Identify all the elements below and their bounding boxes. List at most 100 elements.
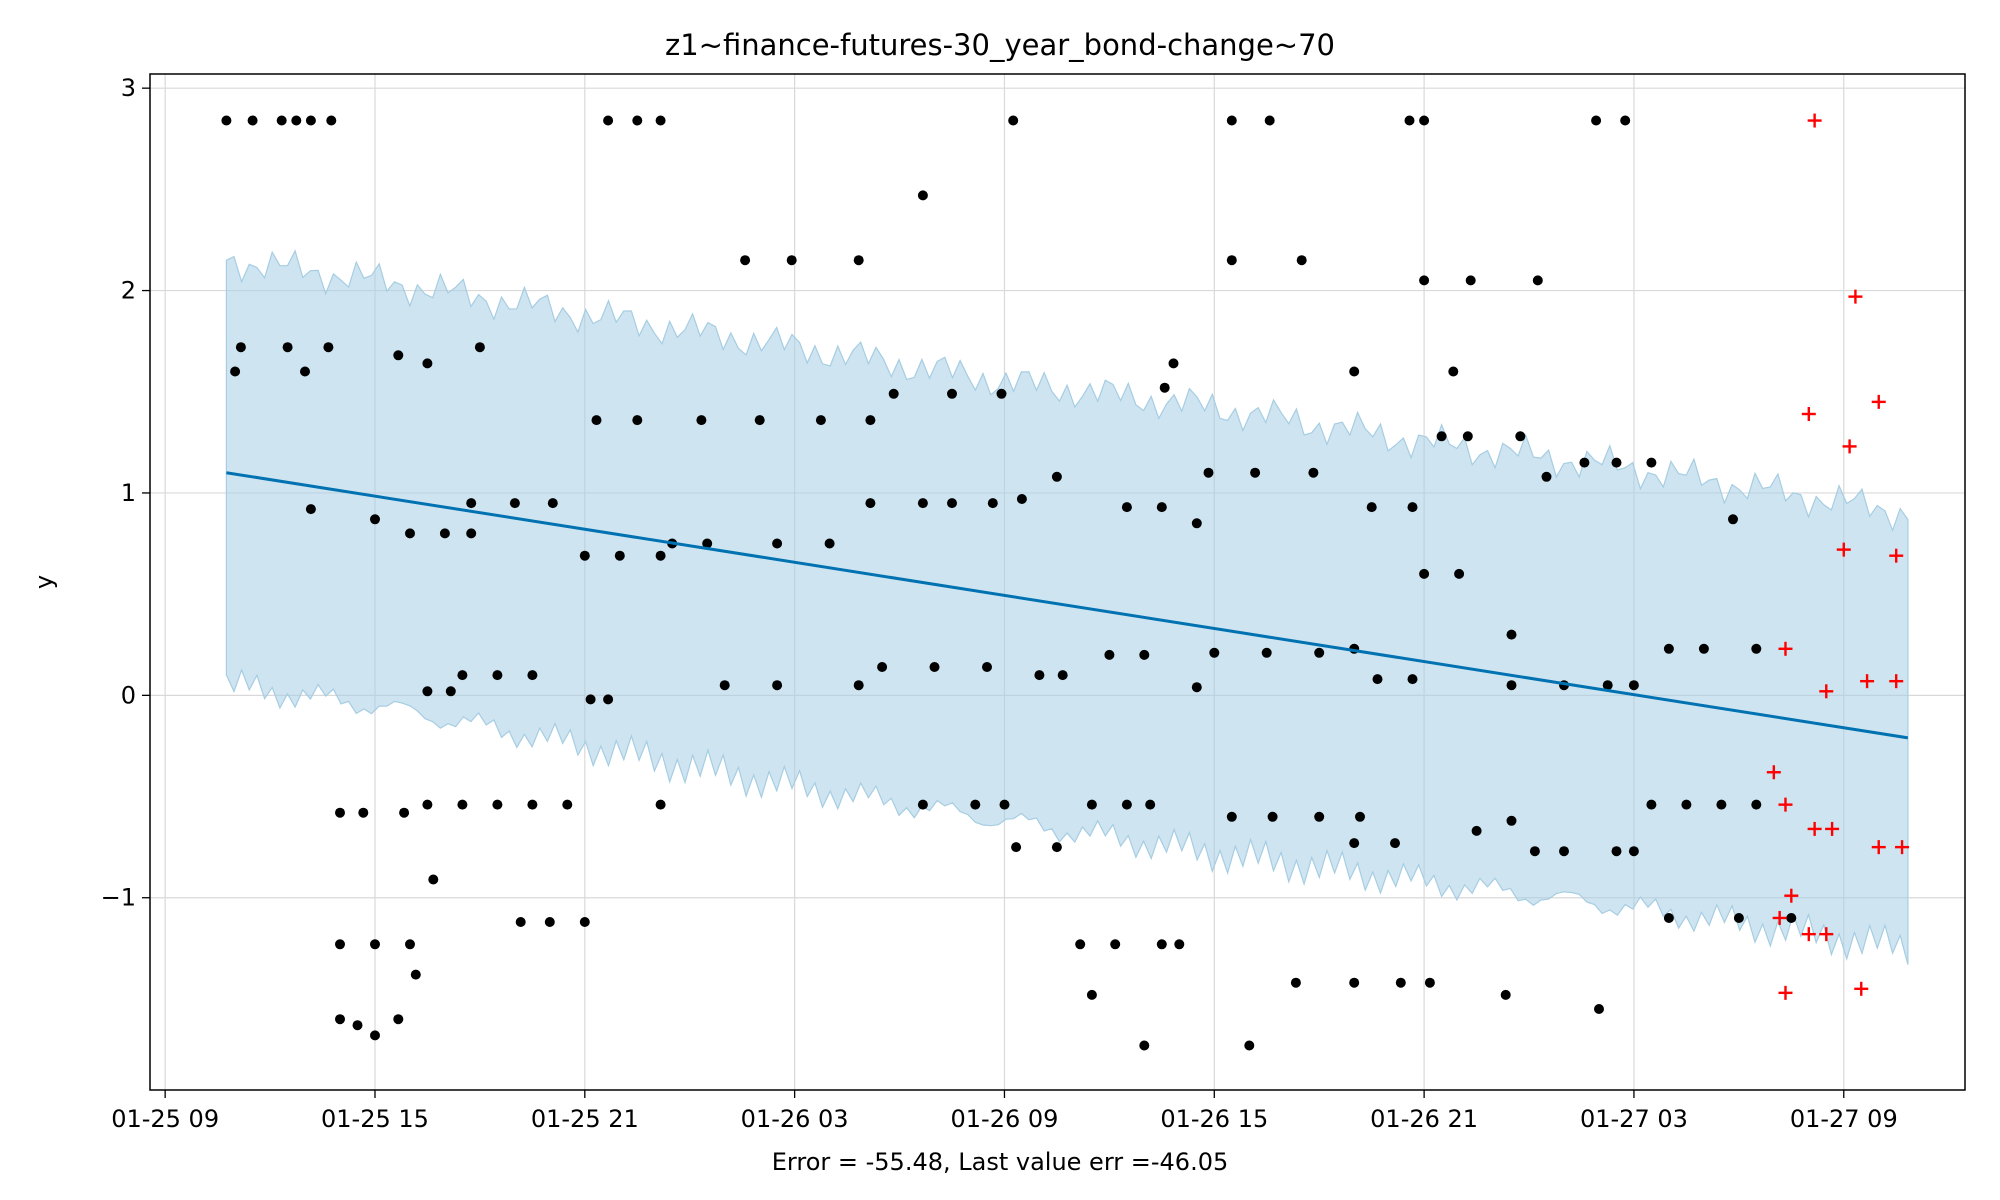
x-tick-label: 01-26 09 (951, 1105, 1059, 1133)
future-point (1766, 765, 1781, 780)
observed-point (947, 498, 957, 509)
observed-point (1159, 382, 1170, 393)
observed-point (754, 415, 765, 426)
observed-point (877, 662, 888, 672)
observed-point (1395, 977, 1406, 988)
observed-point (291, 115, 302, 126)
observed-point (1226, 811, 1237, 822)
observed-point (428, 874, 439, 885)
observed-point (509, 498, 520, 509)
observed-point (323, 342, 334, 353)
observed-point (655, 799, 666, 810)
observed-point (1579, 457, 1590, 468)
x-tick-label: 01-27 03 (1580, 1105, 1688, 1133)
observed-point (1209, 647, 1220, 658)
observed-point (1203, 467, 1214, 478)
observed-point (1529, 846, 1540, 857)
observed-point (335, 939, 345, 950)
observed-point (527, 799, 538, 810)
observed-point (1506, 815, 1517, 826)
observed-point (1663, 913, 1674, 923)
observed-point (1139, 1040, 1150, 1051)
observed-point (335, 1014, 345, 1025)
observed-point (614, 550, 625, 561)
observed-point (1121, 502, 1132, 513)
observed-point (1454, 568, 1465, 579)
observed-point (996, 388, 1007, 399)
observed-point (1110, 939, 1121, 950)
observed-point (1751, 799, 1762, 810)
observed-point (1436, 431, 1447, 442)
observed-point (1261, 647, 1272, 658)
observed-point (527, 670, 538, 681)
observed-point (1462, 431, 1473, 442)
observed-point (917, 799, 928, 810)
observed-point (1751, 643, 1762, 654)
observed-point (399, 807, 410, 818)
observed-point (1121, 799, 1132, 810)
future-point (1889, 674, 1904, 689)
observed-point (1407, 674, 1418, 685)
observed-point (632, 115, 643, 126)
y-tick-label: 2 (121, 277, 136, 305)
observed-point (1728, 514, 1738, 525)
future-point (1836, 542, 1851, 557)
observed-point (999, 799, 1010, 810)
observed-point (405, 939, 415, 950)
observed-point (1646, 799, 1657, 810)
observed-point (1226, 115, 1237, 126)
observed-point (603, 694, 614, 705)
plot-frame (149, 73, 1966, 1091)
observed-point (1051, 471, 1062, 482)
observed-point (1372, 674, 1383, 685)
observed-point (1591, 115, 1602, 126)
observed-point (1407, 502, 1418, 513)
observed-point (457, 670, 468, 681)
observed-point (696, 415, 707, 426)
observed-point (282, 342, 293, 353)
observed-point (1139, 649, 1150, 660)
observed-point (1366, 502, 1377, 513)
observed-point (1086, 799, 1097, 810)
observed-point (1594, 1004, 1604, 1014)
observed-point (1404, 115, 1415, 126)
observed-point (1086, 989, 1097, 1000)
observed-point (1448, 366, 1459, 377)
observed-point (1057, 670, 1068, 681)
y-tick-label: 0 (121, 681, 136, 709)
observed-point (1174, 939, 1185, 950)
observed-point (1191, 518, 1202, 529)
future-point (1778, 641, 1793, 656)
future-point (1778, 797, 1793, 812)
x-tick-label: 01-25 15 (321, 1105, 429, 1133)
observed-point (410, 969, 421, 980)
observed-point (1349, 838, 1360, 849)
observed-point (1226, 255, 1237, 266)
y-axis: −1 0 1 2 3 (101, 74, 150, 912)
x-tick-label: 01-25 21 (531, 1105, 639, 1133)
observed-point (305, 504, 316, 515)
y-tick-label: 3 (121, 74, 136, 102)
observed-point (579, 917, 590, 927)
observed-point (824, 538, 835, 549)
observed-point (1168, 358, 1179, 369)
observed-point (1506, 680, 1517, 691)
observed-point (1034, 670, 1045, 681)
observed-point (1349, 366, 1360, 377)
observed-point (632, 415, 643, 426)
future-point (1819, 927, 1834, 942)
observed-point (352, 1020, 363, 1031)
observed-point (1628, 680, 1639, 691)
observed-point (492, 799, 503, 810)
observed-point (786, 255, 797, 266)
observed-point (888, 388, 899, 399)
observed-point (1532, 275, 1543, 286)
observed-point (591, 415, 602, 426)
observed-point (772, 538, 783, 549)
trend-line (226, 471, 1909, 740)
future-point (1860, 674, 1875, 689)
observed-point (1646, 457, 1657, 468)
future-point (1801, 407, 1816, 422)
future-point (1819, 684, 1834, 699)
